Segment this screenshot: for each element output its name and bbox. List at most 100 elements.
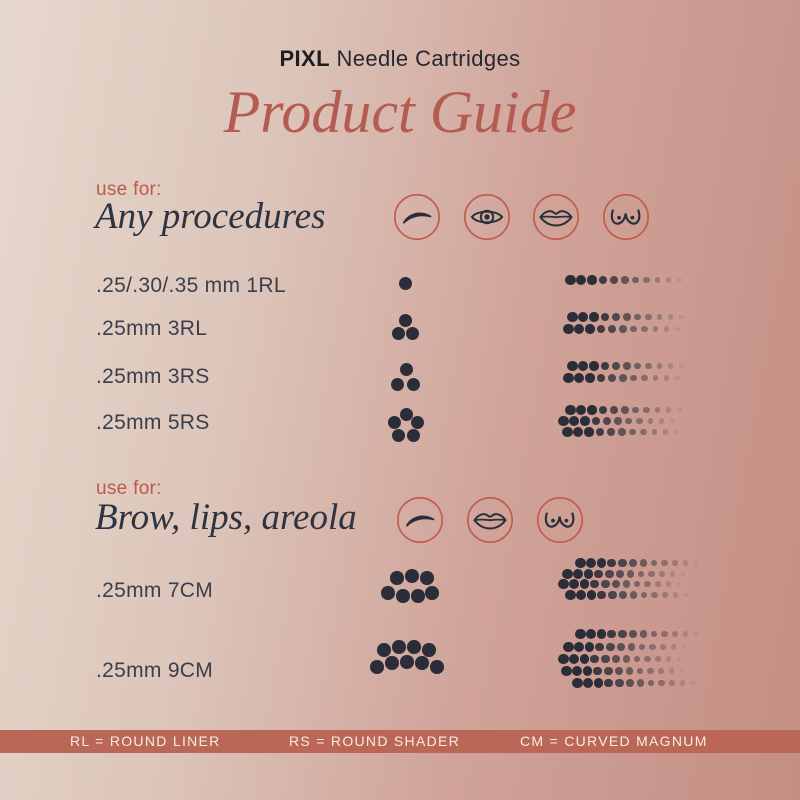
stroke-dot-3RL [656,314,663,320]
stroke-dot-9CM [638,643,646,651]
stroke-dot-3RS [623,362,631,370]
stroke-dot-9CM [644,655,651,663]
legend-bar: RL = ROUND LINER RS = ROUND SHADER CM = … [0,730,800,753]
stroke-dot-1RL [632,276,640,284]
needle-dot-9CM [430,660,444,674]
stroke-dot-9CM [571,666,582,676]
stroke-dot-3RS [634,362,642,370]
stroke-dot-5RS [618,428,626,436]
stroke-dot-9CM [626,679,634,687]
stroke-dot-7CM [590,579,600,589]
stroke-dot-9CM [575,628,586,640]
stroke-dot-3RS [656,363,663,369]
stroke-dot-3RS [652,375,659,381]
stroke-dot-7CM [629,591,638,599]
needle-dot-9CM [370,660,384,674]
use-for-label-1: use for: [96,179,162,200]
stroke-dot-9CM [601,654,610,664]
stroke-dot-7CM [666,581,672,587]
stroke-dot-7CM [670,571,676,577]
stroke-dot-7CM [629,559,637,567]
needle-dot-5RS [406,429,420,443]
stroke-dot-9CM [636,679,645,687]
stroke-dot-9CM [627,643,636,651]
stroke-dot-9CM [572,677,583,689]
stroke-dot-9CM [617,643,625,651]
stroke-dot-3RL [645,313,652,321]
needle-dot-5RS [410,415,424,429]
stroke-dot-9CM [650,630,658,638]
stroke-dot-3RL [563,323,574,335]
stroke-dot-7CM [586,590,596,600]
needle-dot-5RS [388,415,402,429]
needle-dot-7CM [420,571,434,585]
stroke-dot-7CM [640,591,648,599]
stroke-dot-7CM [572,569,583,579]
stroke-dot-9CM [622,655,631,663]
stroke-dot-3RL [630,325,638,333]
needle-dot-9CM [407,640,421,654]
stroke-dot-3RS [574,373,585,383]
stroke-dot-1RL [576,275,587,285]
stroke-dot-9CM [661,630,668,638]
stroke-dot-9CM [584,642,594,652]
stroke-dot-5RS [598,405,608,415]
stroke-dot-5RS [591,416,601,426]
stroke-dot-5RS [621,406,629,414]
stroke-dot-1RL [677,277,682,283]
stroke-dot-7CM [676,581,682,587]
stroke-dot-3RS [589,361,599,371]
stroke-dot-5RS [665,407,671,413]
stroke-dot-9CM [593,666,603,676]
row-label-3rl: .25mm 3RL [96,317,208,340]
needle-dot-3RS [406,377,420,391]
stroke-dot-3RL [679,314,684,320]
needle-dot-7CM [396,589,410,603]
stroke-dot-5RS [651,429,658,435]
stroke-dot-3RS [663,375,669,381]
stroke-dot-9CM [582,666,592,676]
stroke-dot-3RL [596,324,606,334]
stroke-dot-9CM [676,656,682,662]
stroke-dot-5RS [632,406,640,414]
stroke-dot-9CM [672,631,678,637]
stroke-dot-9CM [579,654,589,664]
breast-icon [602,193,650,241]
stroke-dot-9CM [568,654,579,664]
stroke-dot-7CM [680,571,686,577]
needle-dot-7CM [381,586,395,600]
stroke-dot-9CM [563,641,574,653]
row-label-3rs: .25mm 3RS [96,365,210,388]
needle-dot-3RS [390,377,404,391]
stroke-dot-1RL [609,275,618,285]
stroke-dot-3RL [589,312,599,322]
stroke-dot-5RS [602,416,611,426]
stroke-dot-1RL [621,276,629,284]
stroke-dot-7CM [597,590,607,600]
stroke-dot-7CM [607,558,617,568]
stroke-dot-3RS [619,374,627,382]
stroke-dot-7CM [583,569,593,579]
stroke-dot-3RS [585,373,595,383]
stroke-dot-9CM [681,644,687,650]
stroke-dot-3RS [607,373,616,383]
row-label-7cm: .25mm 7CM [96,579,214,602]
stroke-dot-9CM [596,629,606,639]
stroke-dot-7CM [633,580,641,588]
stroke-dot-7CM [608,590,617,600]
stroke-dot-1RL [643,276,650,284]
stroke-dot-5RS [558,415,569,427]
row-label-1rl: .25/.30/.35 mm 1RL [96,274,286,297]
stroke-dot-9CM [647,679,655,687]
stroke-dot-5RS [674,429,679,435]
needle-dot-9CM [415,656,429,670]
stroke-dot-7CM [558,578,569,590]
stroke-dot-3RL [663,326,669,332]
stroke-dot-3RS [675,375,680,381]
stroke-dot-5RS [629,428,637,436]
stroke-dot-5RS [643,406,650,414]
use-for-label-2: use for: [96,478,162,499]
stroke-dot-7CM [575,557,586,569]
stroke-dot-9CM [625,667,634,675]
